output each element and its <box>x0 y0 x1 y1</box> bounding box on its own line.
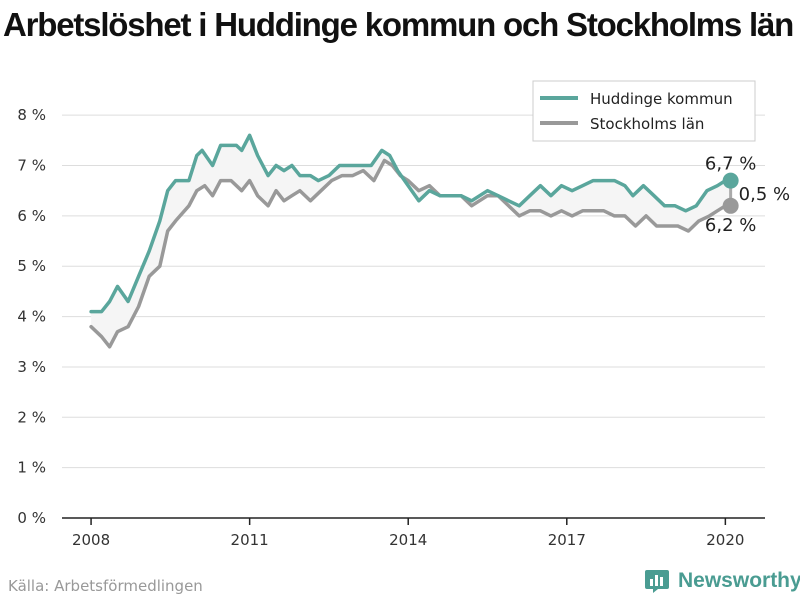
y-tick-label: 4 % <box>17 308 46 326</box>
y-tick-label: 6 % <box>17 207 46 225</box>
legend-box <box>532 80 756 142</box>
y-tick-label: 2 % <box>17 408 46 426</box>
difference-area <box>91 135 731 347</box>
brand-logo: Newsworthy <box>644 568 800 594</box>
axes: 0 % 1 % 2 % 3 % 4 % 5 % 6 % 7 % 8 % 2008 2011 2014 2… <box>17 106 765 549</box>
series-line <box>89 133 733 314</box>
y-tick-label: 8 % <box>17 106 46 124</box>
legend-label: Stockholms län <box>590 115 704 133</box>
x-tick-label: 2014 <box>389 531 427 549</box>
x-tick-label: 2020 <box>706 531 744 549</box>
y-tick-label: 5 % <box>17 257 46 275</box>
end-label: 6,7 % <box>705 154 756 175</box>
source-note: Källa: Arbetsförmedlingen <box>8 577 203 595</box>
x-tick-label: 2017 <box>548 531 586 549</box>
x-tick-label: 2008 <box>72 531 110 549</box>
end-point <box>722 197 739 214</box>
y-tick-label: 3 % <box>17 358 46 376</box>
legend-label: Huddinge kommun <box>590 90 733 108</box>
y-tick-label: 7 % <box>17 157 46 175</box>
brand-name: Newsworthy <box>678 569 800 592</box>
y-tick-label: 1 % <box>17 459 46 477</box>
legend: Huddinge kommun Stockholms län <box>532 80 756 142</box>
chart-title: Arbetslöshet i Huddinge kommun och Stock… <box>3 6 794 43</box>
y-tick-label: 0 % <box>17 509 46 527</box>
series-line <box>89 158 733 349</box>
x-tick-label: 2011 <box>231 531 269 549</box>
bar-chart-icon <box>645 570 669 593</box>
end-point <box>722 172 739 189</box>
difference-label: 0,5 % <box>739 184 790 205</box>
grid-lines <box>62 114 765 469</box>
end-label: 6,2 % <box>705 215 756 236</box>
end-markers: 6,7 % 6,2 % 0,5 % <box>705 154 790 236</box>
series-lines <box>89 133 733 349</box>
